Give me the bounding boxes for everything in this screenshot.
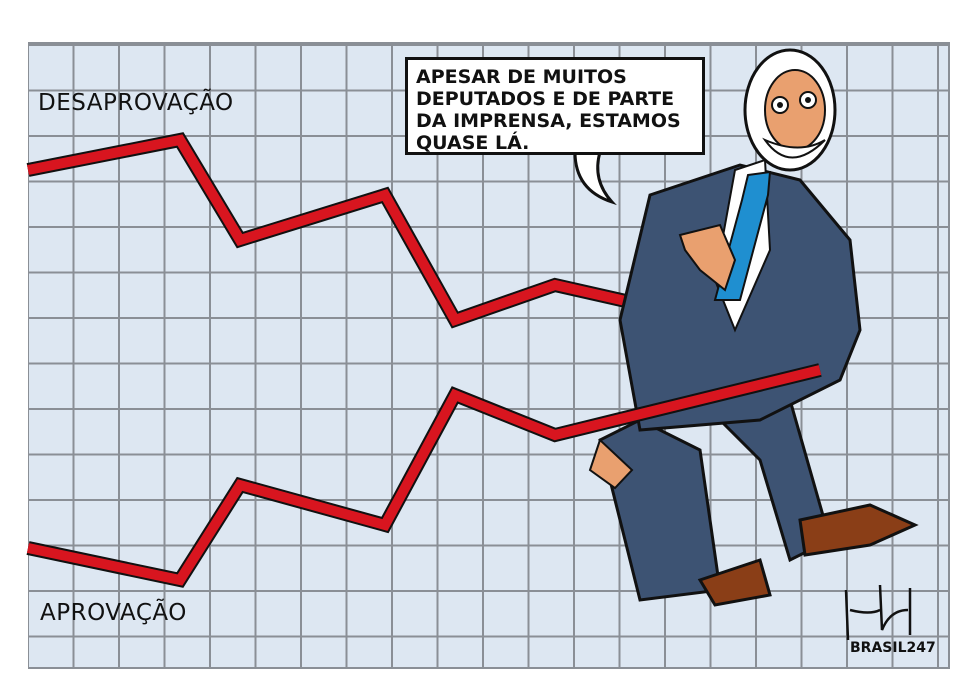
credit-text: BRASIL247 xyxy=(850,640,936,656)
politician-figure xyxy=(588,48,919,607)
speech-bubble: APESAR DE MUITOS DEPUTADOS E DE PARTE DA… xyxy=(405,57,705,155)
disapproval-line-fill xyxy=(27,134,822,350)
signature xyxy=(844,584,912,641)
disapproval-label: DESAPROVAÇÃO xyxy=(38,90,234,116)
speech-bubble-tail xyxy=(573,150,617,206)
approval-label: APROVAÇÃO xyxy=(40,600,187,626)
approval-line-fill xyxy=(26,365,822,586)
